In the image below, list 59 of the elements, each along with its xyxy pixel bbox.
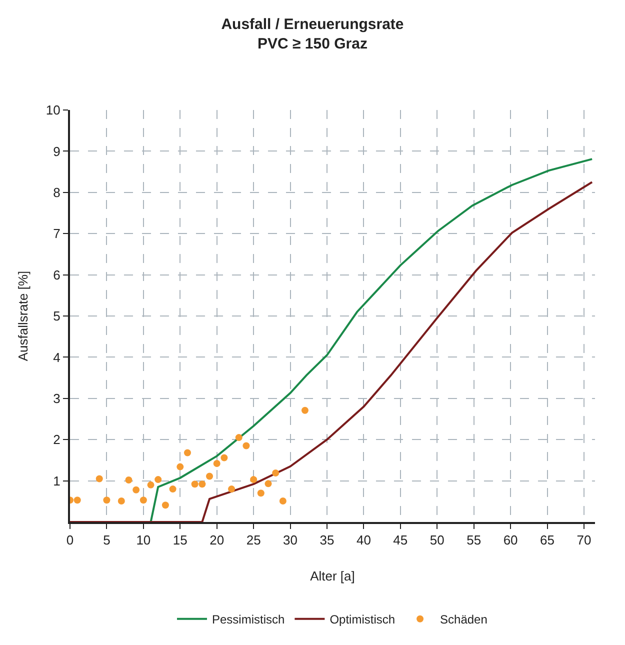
point [154,476,162,484]
y-tick-label: 3 [53,390,60,406]
y-tick-label: 1 [53,473,60,488]
legend-label: Pessimistisch [212,612,285,627]
y-axis-title: Ausfallsrate [%] [15,270,30,362]
point [103,496,110,504]
x-tick-label: 55 [466,532,482,548]
x-tick-label: 35 [320,532,334,548]
x-tick-label: 60 [503,532,518,548]
point [301,406,308,414]
point [132,486,140,494]
x-tick-label: 10 [136,532,151,548]
point [184,449,191,456]
point [198,480,206,488]
point [74,496,81,504]
y-tick-label: 7 [53,226,60,242]
chart-title: Ausfall / Erneuerungsrate [221,16,404,34]
point [169,486,176,493]
point [125,476,132,484]
y-tick-label: 10 [46,102,60,118]
point [228,486,236,493]
x-tick-label: 65 [540,532,555,548]
point [206,472,214,480]
x-tick-label: 0 [66,532,74,548]
y-tick-label: 5 [53,308,60,324]
x-tick-label: 25 [246,532,261,548]
point [272,469,280,476]
legend-label: Optimistisch [330,612,396,627]
point [220,454,228,462]
y-tick-label: 2 [53,432,60,448]
point [279,497,286,504]
point [176,463,184,470]
point [147,481,154,488]
point [162,502,169,509]
x-tick-label: 70 [576,532,592,548]
x-tick-label: 20 [210,532,224,548]
point [257,490,264,497]
chart-subtitle: PVC ≥ 150 Graz [258,36,368,53]
y-tick-label: 9 [53,144,60,159]
x-tick-label: 15 [172,532,188,548]
x-tick-label: 5 [103,532,110,548]
point [118,497,125,504]
y-tick-label: 6 [53,267,60,282]
x-tick-label: 50 [430,532,444,548]
point [140,496,147,504]
point [242,442,250,450]
x-axis-title: Alter [a] [310,568,355,584]
legend-label: Schäden [440,612,488,627]
y-tick-label: 4 [53,350,60,365]
point [96,475,103,482]
point [235,434,242,442]
point [264,480,272,488]
y-tick-label: 8 [53,184,60,200]
point [191,480,198,488]
point [250,476,258,484]
point [213,460,220,467]
x-tick-label: 40 [356,532,371,548]
x-tick-label: 30 [283,532,298,548]
x-tick-label: 45 [393,532,408,548]
